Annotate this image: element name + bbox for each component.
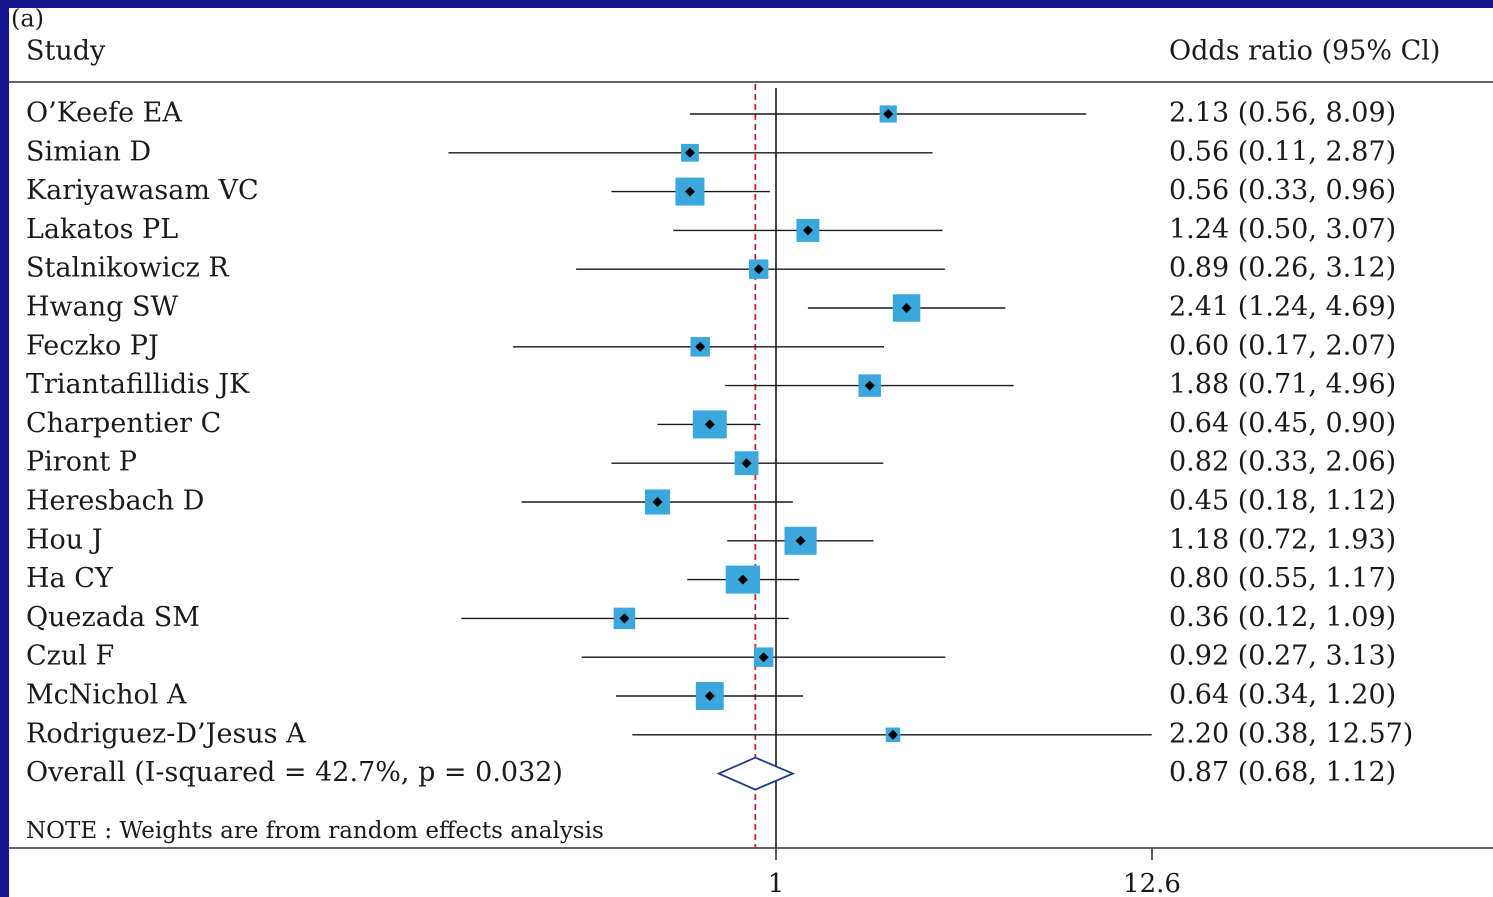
column-header-study: Study (26, 36, 106, 67)
point-estimate (795, 535, 806, 546)
study-name: Simian D (26, 136, 151, 167)
study-or-ci: 0.64 (0.34, 1.20) (1169, 680, 1396, 711)
study-or-ci: 0.60 (0.17, 2.07) (1169, 330, 1396, 361)
study-name: Triantafillidis JK (26, 369, 250, 400)
point-estimate (652, 497, 663, 507)
study-or-ci: 0.56 (0.11, 2.87) (1169, 136, 1396, 167)
point-estimate (695, 341, 706, 352)
point-estimate (619, 613, 630, 624)
point-estimate (888, 729, 899, 740)
overall-diamond (716, 756, 796, 791)
weights-note: NOTE : Weights are from random effects a… (26, 818, 604, 844)
x-tick-label: 1 (768, 869, 785, 897)
study-name: Feczko PJ (26, 330, 159, 361)
study-name: Kariyawasam VC (26, 175, 259, 206)
study-or-ci: 0.64 (0.45, 0.90) (1169, 408, 1396, 439)
overall-or-ci: 0.87 (0.68, 1.12) (1169, 757, 1396, 788)
study-name: O’Keefe EA (26, 98, 182, 129)
study-or-ci: 1.88 (0.71, 4.96) (1169, 369, 1396, 400)
study-name: Heresbach D (26, 486, 204, 517)
study-or-ci: 0.89 (0.26, 3.12) (1169, 253, 1396, 284)
point-estimate (741, 458, 752, 469)
study-name: Rodriguez-D’Jesus A (26, 718, 306, 749)
study-name: Ha CY (26, 563, 114, 594)
study-or-ci: 1.18 (0.72, 1.93) (1169, 524, 1396, 555)
point-estimate (802, 225, 813, 236)
study-name: Quezada SM (26, 602, 200, 633)
study-or-ci: 2.41 (1.24, 4.69) (1169, 292, 1396, 323)
point-estimate (737, 574, 748, 585)
study-or-ci: 0.45 (0.18, 1.12) (1169, 486, 1396, 517)
study-name: Hwang SW (26, 292, 179, 323)
study-name: Stalnikowicz R (26, 253, 229, 284)
point-estimate (684, 186, 695, 197)
study-or-ci: 0.36 (0.12, 1.09) (1169, 602, 1396, 633)
study-name: Czul F (26, 641, 114, 672)
study-or-ci: 2.13 (0.56, 8.09) (1169, 98, 1396, 129)
point-estimate (704, 419, 715, 430)
study-or-ci: 1.24 (0.50, 3.07) (1169, 214, 1396, 245)
study-name: Hou J (26, 524, 103, 555)
overall-label: Overall (I-squared = 42.7%, p = 0.032) (26, 757, 563, 788)
point-estimate (684, 147, 695, 158)
panel-label: (a) (11, 8, 44, 33)
point-estimate (901, 303, 912, 313)
study-name: Piront P (26, 447, 137, 478)
study-name: Lakatos PL (26, 214, 178, 245)
study-or-ci: 0.80 (0.55, 1.17) (1169, 563, 1396, 594)
study-or-ci: 2.20 (0.38, 12.57) (1169, 718, 1413, 749)
point-estimate (758, 652, 769, 663)
point-estimate (864, 380, 875, 391)
study-or-ci: 0.82 (0.33, 2.06) (1169, 447, 1396, 478)
forest-plot: (a) Study Odds ratio (95% Cl) 1 12.6 O’Keefe … (9, 8, 1493, 897)
study-name: Charpentier C (26, 408, 221, 439)
point-estimate (883, 109, 894, 119)
study-or-ci: 0.56 (0.33, 0.96) (1169, 175, 1396, 206)
forest-plot-panel: (a) Study Odds ratio (95% Cl) 1 12.6 O’Keefe … (9, 8, 1493, 897)
study-or-ci: 0.92 (0.27, 3.13) (1169, 641, 1396, 672)
study-name: McNichol A (26, 680, 187, 711)
x-tick-label: 12.6 (1123, 869, 1181, 897)
point-estimate (704, 691, 715, 701)
point-estimate (753, 264, 764, 275)
column-header-odds-ratio: Odds ratio (95% Cl) (1169, 36, 1440, 67)
